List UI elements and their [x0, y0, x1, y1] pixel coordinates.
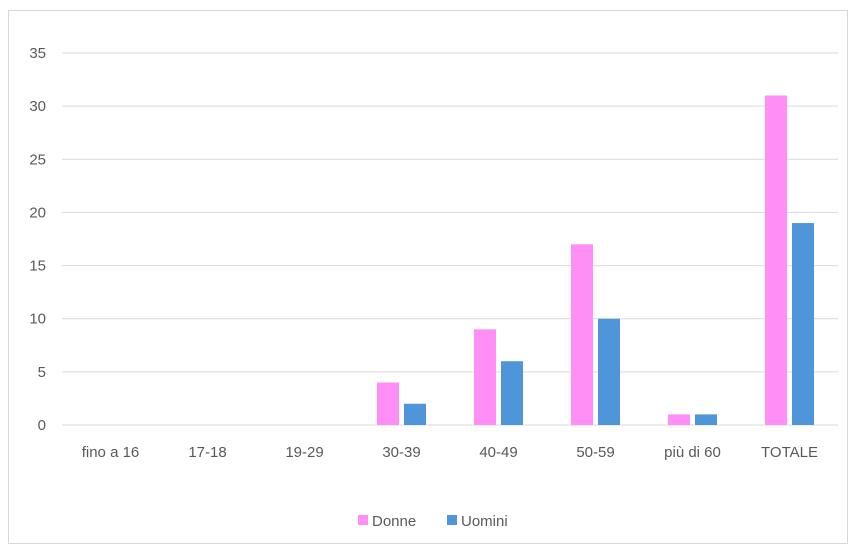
y-tick-label: 5: [38, 364, 46, 381]
y-tick-label: 15: [29, 258, 46, 275]
bar-donne: [668, 414, 690, 425]
bar-uomini: [792, 223, 814, 425]
bar-donne: [765, 95, 787, 425]
chart-frame: [8, 10, 848, 544]
y-axis-ticks: 0 5 10 15 20 25 30 35: [29, 45, 46, 434]
legend-label: Donne: [372, 513, 416, 530]
bar-donne: [377, 382, 399, 425]
y-tick-label: 30: [29, 98, 46, 115]
x-tick-label: 17-18: [188, 444, 226, 461]
bar-uomini: [598, 318, 620, 425]
x-tick-label: 50-59: [576, 444, 614, 461]
gridlines: [62, 52, 838, 426]
legend-swatch: [358, 515, 368, 525]
legend-label: Uomini: [461, 513, 508, 530]
y-tick-label: 10: [29, 311, 46, 328]
y-tick-label: 20: [29, 204, 46, 221]
x-axis-ticks: fino a 16 17-18 19-29 30-39 40-49 50-59 più di…: [82, 444, 818, 461]
y-tick-label: 35: [29, 45, 46, 62]
x-tick-label: TOTALE: [761, 444, 818, 461]
y-tick-label: 0: [38, 417, 46, 434]
bar-uomini: [501, 361, 523, 425]
x-tick-label: 30-39: [382, 444, 420, 461]
x-tick-label: 19-29: [285, 444, 323, 461]
legend-swatch: [447, 515, 457, 525]
legend: Donne Uomini: [358, 513, 508, 530]
bar-donne: [571, 244, 593, 425]
x-tick-label: fino a 16: [82, 444, 140, 461]
bar-uomini: [404, 403, 426, 425]
bars: [377, 95, 814, 425]
bar-donne: [474, 329, 496, 425]
y-tick-label: 25: [29, 151, 46, 168]
x-tick-label: più di 60: [664, 444, 721, 461]
bar-uomini: [695, 414, 717, 425]
x-tick-label: 40-49: [479, 444, 517, 461]
